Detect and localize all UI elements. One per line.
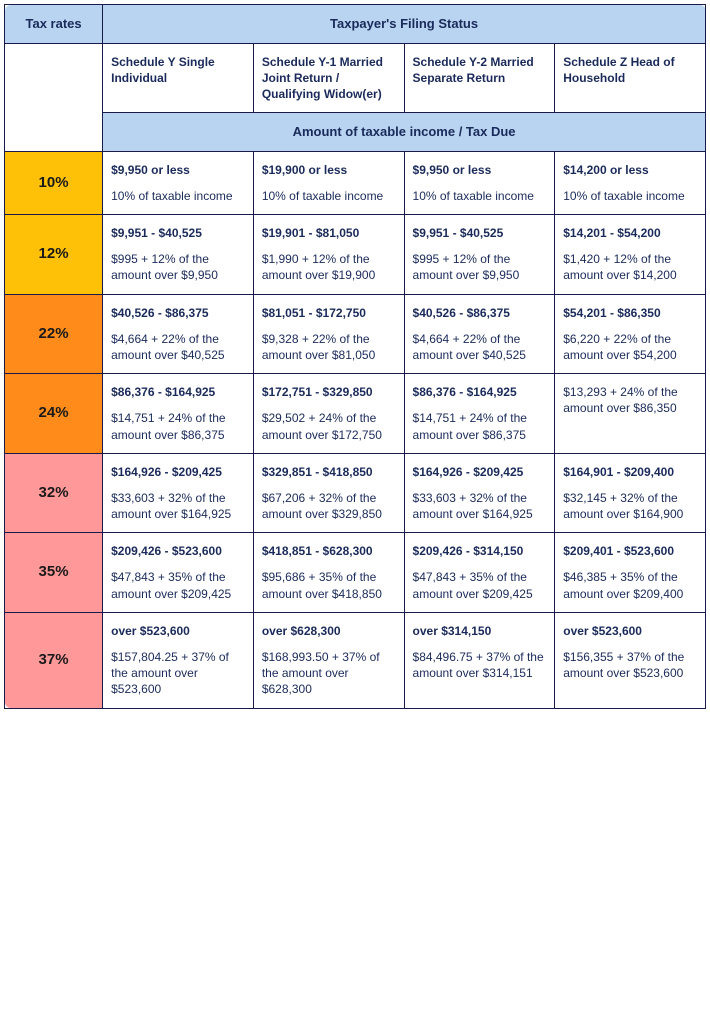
- bracket-range: $9,950 or less: [413, 162, 547, 178]
- bracket-range: $209,401 - $523,600: [563, 543, 697, 559]
- bracket-desc: $4,664 + 22% of the amount over $40,525: [413, 331, 547, 363]
- bracket-desc: 10% of taxable income: [262, 188, 396, 204]
- tax-bracket-table: Tax rates Taxpayer's Filing Status Sched…: [4, 4, 706, 709]
- bracket-cell: $19,901 - $81,050 $1,990 + 12% of the amo…: [253, 215, 404, 295]
- schedule-col-0: Schedule Y Single Individual: [103, 43, 254, 113]
- bracket-cell: $9,950 or less 10% of taxable income: [404, 151, 555, 214]
- bracket-range: $86,376 - $164,925: [413, 384, 547, 400]
- bracket-range: $209,426 - $523,600: [111, 543, 245, 559]
- bracket-range: $329,851 - $418,850: [262, 464, 396, 480]
- header-amount: Amount of taxable income / Tax Due: [103, 113, 706, 152]
- bracket-cell: $81,051 - $172,750 $9,328 + 22% of the am…: [253, 294, 404, 374]
- bracket-range: $54,201 - $86,350: [563, 305, 697, 321]
- bracket-desc: $33,603 + 32% of the amount over $164,92…: [111, 490, 245, 522]
- bracket-desc: $47,843 + 35% of the amount over $209,42…: [111, 569, 245, 601]
- bracket-range: $164,901 - $209,400: [563, 464, 697, 480]
- rate-cell: 22%: [5, 294, 103, 374]
- bracket-cell: $40,526 - $86,375 $4,664 + 22% of the amo…: [103, 294, 254, 374]
- bracket-cell: $164,901 - $209,400 $32,145 + 32% of the …: [555, 453, 706, 533]
- bracket-desc: $156,355 + 37% of the amount over $523,6…: [563, 649, 697, 681]
- bracket-desc: $14,751 + 24% of the amount over $86,375: [111, 410, 245, 442]
- bracket-cell: over $523,600 $156,355 + 37% of the amoun…: [555, 612, 706, 708]
- bracket-range: $9,951 - $40,525: [413, 225, 547, 241]
- bracket-desc: $4,664 + 22% of the amount over $40,525: [111, 331, 245, 363]
- bracket-range: $172,751 - $329,850: [262, 384, 396, 400]
- bracket-desc: 10% of taxable income: [111, 188, 245, 204]
- bracket-desc: $995 + 12% of the amount over $9,950: [111, 251, 245, 283]
- blank-cell: [5, 43, 103, 151]
- bracket-cell: $164,926 - $209,425 $33,603 + 32% of the …: [404, 453, 555, 533]
- bracket-range: $19,901 - $81,050: [262, 225, 396, 241]
- schedule-col-3: Schedule Z Head of Household: [555, 43, 706, 113]
- bracket-desc: $995 + 12% of the amount over $9,950: [413, 251, 547, 283]
- rate-cell: 10%: [5, 151, 103, 214]
- bracket-cell: $329,851 - $418,850 $67,206 + 32% of the …: [253, 453, 404, 533]
- bracket-desc: $47,843 + 35% of the amount over $209,42…: [413, 569, 547, 601]
- bracket-range: over $523,600: [111, 623, 245, 639]
- bracket-cell: $9,950 or less 10% of taxable income: [103, 151, 254, 214]
- bracket-desc: $29,502 + 24% of the amount over $172,75…: [262, 410, 396, 442]
- bracket-cell: $14,200 or less 10% of taxable income: [555, 151, 706, 214]
- bracket-range: $164,926 - $209,425: [111, 464, 245, 480]
- bracket-cell: $86,376 - $164,925 $14,751 + 24% of the a…: [103, 374, 254, 454]
- bracket-range: $9,950 or less: [111, 162, 245, 178]
- bracket-desc: $1,990 + 12% of the amount over $19,900: [262, 251, 396, 283]
- bracket-desc: $1,420 + 12% of the amount over $14,200: [563, 251, 697, 283]
- bracket-desc: $95,686 + 35% of the amount over $418,85…: [262, 569, 396, 601]
- rate-cell: 12%: [5, 215, 103, 295]
- bracket-cell: $209,426 - $314,150 $47,843 + 35% of the …: [404, 533, 555, 613]
- header-tax-rates: Tax rates: [5, 5, 103, 44]
- bracket-range: $81,051 - $172,750: [262, 305, 396, 321]
- schedule-col-1: Schedule Y-1 Married Joint Return / Qual…: [253, 43, 404, 113]
- rate-cell: 37%: [5, 612, 103, 708]
- bracket-desc: $9,328 + 22% of the amount over $81,050: [262, 331, 396, 363]
- bracket-cell: $209,401 - $523,600 $46,385 + 35% of the …: [555, 533, 706, 613]
- bracket-range: $86,376 - $164,925: [111, 384, 245, 400]
- bracket-cell: over $314,150 $84,496.75 + 37% of the amo…: [404, 612, 555, 708]
- bracket-cell: $9,951 - $40,525 $995 + 12% of the amount…: [103, 215, 254, 295]
- bracket-range: $40,526 - $86,375: [111, 305, 245, 321]
- bracket-cell: over $628,300 $168,993.50 + 37% of the am…: [253, 612, 404, 708]
- bracket-range: $19,900 or less: [262, 162, 396, 178]
- bracket-cell: $19,900 or less 10% of taxable income: [253, 151, 404, 214]
- bracket-cell: $164,926 - $209,425 $33,603 + 32% of the …: [103, 453, 254, 533]
- rate-cell: 35%: [5, 533, 103, 613]
- bracket-cell: $9,951 - $40,525 $995 + 12% of the amount…: [404, 215, 555, 295]
- bracket-desc: $14,751 + 24% of the amount over $86,375: [413, 410, 547, 442]
- header-filing-status: Taxpayer's Filing Status: [103, 5, 706, 44]
- bracket-range: over $523,600: [563, 623, 697, 639]
- bracket-cell: $14,201 - $54,200 $1,420 + 12% of the amo…: [555, 215, 706, 295]
- bracket-desc: $46,385 + 35% of the amount over $209,40…: [563, 569, 697, 601]
- bracket-desc: $13,293 + 24% of the amount over $86,350: [563, 384, 697, 416]
- bracket-range: $9,951 - $40,525: [111, 225, 245, 241]
- schedule-col-2: Schedule Y-2 Married Separate Return: [404, 43, 555, 113]
- bracket-desc: $32,145 + 32% of the amount over $164,90…: [563, 490, 697, 522]
- bracket-range: $14,201 - $54,200: [563, 225, 697, 241]
- bracket-cell: $209,426 - $523,600 $47,843 + 35% of the …: [103, 533, 254, 613]
- bracket-cell: $13,293 + 24% of the amount over $86,350: [555, 374, 706, 454]
- bracket-desc: $67,206 + 32% of the amount over $329,85…: [262, 490, 396, 522]
- bracket-range: $418,851 - $628,300: [262, 543, 396, 559]
- bracket-desc: 10% of taxable income: [563, 188, 697, 204]
- bracket-cell: $86,376 - $164,925 $14,751 + 24% of the a…: [404, 374, 555, 454]
- bracket-desc: $84,496.75 + 37% of the amount over $314…: [413, 649, 547, 681]
- bracket-range: $40,526 - $86,375: [413, 305, 547, 321]
- bracket-desc: 10% of taxable income: [413, 188, 547, 204]
- bracket-range: over $628,300: [262, 623, 396, 639]
- rate-cell: 24%: [5, 374, 103, 454]
- bracket-desc: $33,603 + 32% of the amount over $164,92…: [413, 490, 547, 522]
- bracket-range: over $314,150: [413, 623, 547, 639]
- bracket-range: $209,426 - $314,150: [413, 543, 547, 559]
- bracket-cell: $40,526 - $86,375 $4,664 + 22% of the amo…: [404, 294, 555, 374]
- bracket-cell: $172,751 - $329,850 $29,502 + 24% of the …: [253, 374, 404, 454]
- bracket-range: $164,926 - $209,425: [413, 464, 547, 480]
- bracket-range: $14,200 or less: [563, 162, 697, 178]
- bracket-cell: $418,851 - $628,300 $95,686 + 35% of the …: [253, 533, 404, 613]
- bracket-desc: $157,804.25 + 37% of the amount over $52…: [111, 649, 245, 698]
- bracket-cell: $54,201 - $86,350 $6,220 + 22% of the am…: [555, 294, 706, 374]
- rate-cell: 32%: [5, 453, 103, 533]
- bracket-cell: over $523,600 $157,804.25 + 37% of the am…: [103, 612, 254, 708]
- bracket-desc: $168,993.50 + 37% of the amount over $62…: [262, 649, 396, 698]
- bracket-desc: $6,220 + 22% of the amount over $54,200: [563, 331, 697, 363]
